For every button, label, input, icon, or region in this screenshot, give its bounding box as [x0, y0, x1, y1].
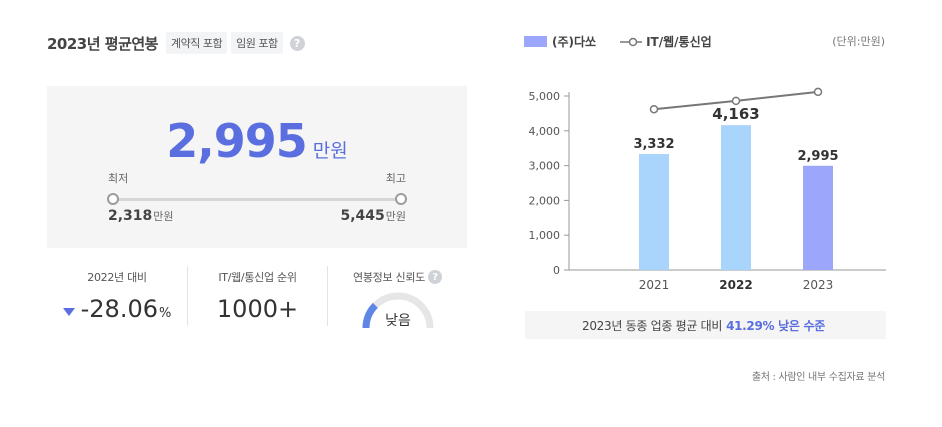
bar-value-label: 2,995: [797, 149, 838, 164]
stat-rank-label: IT/웹/통신업 순위: [218, 271, 297, 284]
y-tick-label: 0: [553, 264, 560, 277]
reliability-gauge: 낮음: [360, 290, 436, 330]
y-tick-label: 2,000: [529, 194, 561, 207]
min-value-unit: 만원: [153, 210, 174, 223]
legend-bar-swatch: [524, 36, 547, 47]
industry-comparison: 2023년 동종 업종 평균 대비 41.29% 낮은 수준: [525, 311, 886, 339]
source-note: 출처 : 사람인 내부 수집자료 분석: [751, 372, 885, 383]
stat-yoy-label: 2022년 대비: [87, 271, 147, 284]
average-salary-unit: 만원: [312, 140, 348, 162]
average-salary-box: 2,995 만원 최저 최고 2,318만원 5,445만원: [47, 86, 467, 248]
min-value: 2,318만원: [108, 208, 174, 224]
reliability-value: 낮음: [385, 313, 411, 329]
y-tick-label: 3,000: [529, 160, 561, 173]
legend-industry: IT/웹/통신업: [646, 35, 712, 49]
stat-rank: IT/웹/통신업 순위 1000+: [187, 266, 327, 326]
bar-2021: [639, 154, 669, 270]
tag-contract: 계약직 포함: [165, 32, 228, 54]
bar-2023: [803, 165, 833, 270]
min-marker: [107, 193, 119, 205]
comparison-prefix: 2023년 동종 업종 평균 대비: [582, 318, 723, 333]
stat-rank-value: 1000+: [216, 295, 299, 323]
bar-2022: [721, 125, 751, 271]
down-arrow-icon: [62, 308, 75, 316]
gauge-fill: [362, 302, 378, 329]
title-row: 2023년 평균연봉 계약직 포함 임원 포함 ?: [47, 32, 305, 54]
reliability-help-icon[interactable]: ?: [427, 270, 442, 284]
min-value-number: 2,318: [108, 208, 153, 224]
max-marker: [395, 193, 407, 205]
legend-line-icon: [620, 37, 643, 46]
gauge-svg: [362, 292, 434, 329]
y-tick-label: 5,000: [529, 90, 561, 103]
comparison-highlight: 41.29% 낮은 수준: [726, 318, 825, 333]
max-label: 최고: [385, 172, 406, 185]
min-label: 최저: [108, 172, 129, 185]
stat-yoy-number: -28.06: [80, 295, 158, 323]
stat-yoy-percent: %: [159, 306, 172, 321]
max-value-unit: 만원: [385, 210, 406, 223]
tag-executive: 임원 포함: [231, 32, 283, 54]
industry-point-2023: [813, 87, 823, 97]
industry-point-2022: [731, 96, 741, 106]
stat-reliability-label: 연봉정보 신뢰도 ?: [328, 269, 467, 285]
bar-value-label: 3,332: [633, 137, 674, 152]
industry-point-2021: [649, 104, 659, 114]
stat-reliability-text: 연봉정보 신뢰도: [353, 271, 425, 284]
bar-value-label: 4,163: [712, 105, 759, 123]
x-tick-label: 2022: [719, 278, 752, 292]
x-tick-label: 2023: [803, 278, 834, 292]
y-tick-label: 4,000: [529, 125, 561, 138]
stats-row: 2022년 대비 -28.06% IT/웹/통신업 순위 1000+ 연봉정보 …: [47, 266, 467, 329]
average-salary-value: 2,995: [166, 114, 308, 168]
max-value: 5,445만원: [340, 208, 406, 224]
average-salary: 2,995 만원: [47, 114, 467, 168]
chart-legend: (주)다쏘 IT/웹/통신업: [524, 33, 712, 50]
salary-chart: 0 1,000 2,000 3,000 4,000 5,000 3,332 2021 4,163…: [529, 87, 886, 292]
unit-note: (단위:만원): [832, 35, 885, 48]
y-tick-label: 1,000: [529, 229, 561, 242]
stat-yoy-value: -28.06%: [47, 295, 187, 323]
max-value-number: 5,445: [340, 208, 385, 224]
legend-company: (주)다쏘: [552, 35, 597, 49]
help-icon[interactable]: ?: [289, 35, 305, 51]
salary-range-track: [113, 198, 401, 201]
stat-yoy: 2022년 대비 -28.06%: [47, 266, 187, 326]
x-tick-label: 2021: [639, 278, 670, 292]
stat-reliability: 연봉정보 신뢰도 ? 낮음: [327, 266, 467, 329]
page-title: 2023년 평균연봉: [47, 34, 158, 53]
